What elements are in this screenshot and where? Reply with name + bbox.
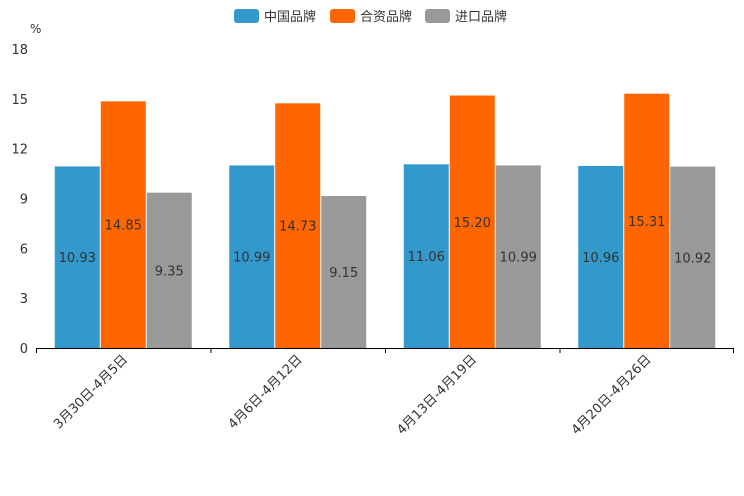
bar-value-label: 10.93: [59, 251, 96, 266]
bar: [495, 165, 541, 348]
y-tick-label: 0: [20, 342, 28, 357]
bar: [403, 164, 449, 348]
bar-value-label: 9.15: [329, 266, 358, 281]
bar: [275, 103, 321, 349]
bar-value-label: 11.06: [408, 250, 445, 265]
bar: [624, 93, 670, 348]
bar-data-labels: 10.93 14.85 9.35 10.99 14.73 9.15 11.06 15.20 10…: [59, 215, 712, 281]
x-tick-label: 3月30日-4月5日: [51, 352, 131, 432]
y-tick-label: 9: [20, 193, 28, 208]
bar-value-label: 9.35: [155, 264, 184, 279]
bar: [321, 196, 367, 348]
x-tick-label: 4月6日-4月12日: [226, 352, 306, 432]
bar-value-label: 15.31: [628, 215, 665, 230]
bar-value-label: 15.20: [454, 216, 491, 231]
y-tick-label: 3: [20, 292, 28, 307]
y-tick-label: 6: [20, 242, 28, 257]
y-axis-unit-label: %: [30, 22, 41, 36]
bar: [578, 165, 624, 348]
y-axis-ticks: 0 3 6 9 12 15 18: [11, 43, 28, 357]
bar: [670, 166, 716, 348]
y-tick-label: 12: [11, 143, 28, 158]
bar: [229, 165, 275, 348]
bar: [146, 192, 192, 348]
x-axis-ticks: 3月30日-4月5日 4月6日-4月12日 4月13日-4月19日 4月20日-4月2…: [36, 348, 734, 438]
bar-value-label: 10.92: [674, 251, 711, 266]
bar-value-label: 10.99: [500, 251, 537, 266]
bar-value-label: 10.96: [582, 251, 619, 266]
legend-label: 中国品牌: [264, 9, 316, 25]
legend-swatch: [425, 9, 450, 23]
bar-value-label: 14.73: [279, 220, 316, 235]
y-tick-label: 18: [11, 43, 28, 58]
bar: [449, 95, 495, 348]
bar-value-label: 14.85: [105, 219, 142, 234]
legend-label: 进口品牌: [455, 9, 507, 25]
bar-value-label: 10.99: [233, 251, 270, 266]
x-tick-label: 4月20日-4月26日: [569, 352, 655, 438]
x-tick-label: 4月13日-4月19日: [394, 352, 480, 438]
bar: [54, 166, 100, 348]
legend-label: 合资品牌: [360, 9, 412, 25]
legend: 中国品牌 合资品牌 进口品牌: [234, 9, 507, 25]
legend-swatch: [234, 9, 259, 23]
y-tick-label: 15: [11, 93, 28, 108]
bars: [54, 93, 716, 349]
legend-swatch: [330, 9, 355, 23]
bar: [100, 101, 146, 348]
